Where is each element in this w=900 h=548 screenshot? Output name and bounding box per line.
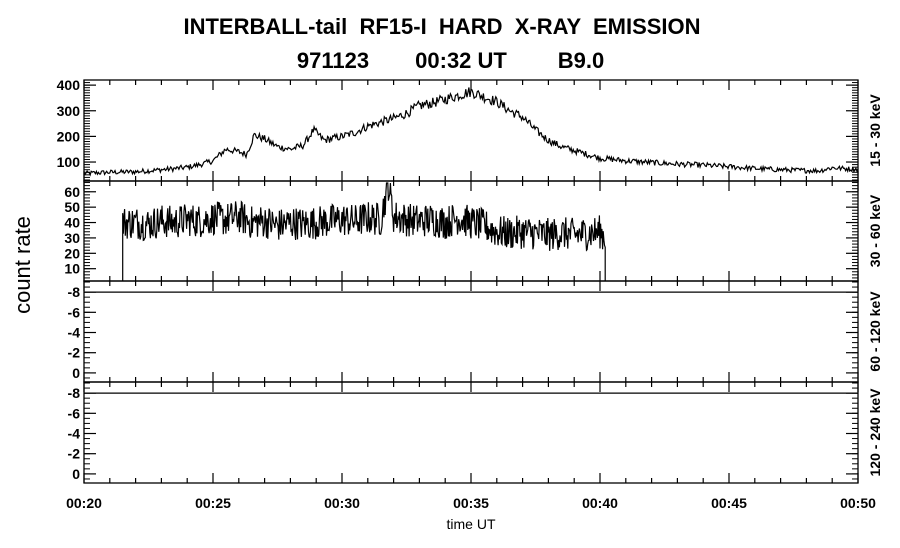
x-tick-label: 00:50 — [840, 495, 876, 511]
y-tick-label: 300 — [57, 103, 81, 119]
panel-1: 100 200 300 400 15 - 30 keV — [57, 77, 883, 182]
x-tick-label: 00:25 — [195, 495, 231, 511]
y-tick-label: -4 — [68, 325, 81, 341]
data-series-line — [83, 87, 859, 177]
y-tick-label: 0 — [72, 466, 80, 482]
subtitle-time: 00:32 UT — [415, 48, 507, 73]
panel-frame — [83, 280, 859, 383]
y-tick-label: 60 — [64, 184, 80, 200]
panel-frame — [83, 381, 859, 484]
y-tick-label: 40 — [64, 215, 80, 231]
y-tick-label: 30 — [64, 230, 80, 246]
x-tick-label: 00:35 — [453, 495, 489, 511]
y-tick-label: -8 — [68, 385, 81, 401]
x-tick-label: 00:20 — [66, 495, 102, 511]
y-tick-label: 0 — [72, 365, 80, 381]
chart-subtitle: 971123 00:32 UT B9.0 — [297, 48, 604, 73]
chart-title: INTERBALL-tail RF15-I HARD X-RAY EMISSIO… — [183, 14, 700, 39]
x-axis-label: time UT — [447, 516, 496, 532]
y-tick-label: -4 — [68, 426, 81, 442]
y-tick-label: 100 — [57, 154, 81, 170]
y-tick-label: -6 — [68, 405, 81, 421]
x-tick-label: 00:40 — [582, 495, 618, 511]
panel-4: -8 -6 -4 -2 0 120 - 240 keV — [68, 381, 883, 484]
panel-energy-label: 15 - 30 keV — [867, 94, 883, 167]
y-axis-label: count rate — [10, 216, 35, 314]
data-series-line — [122, 182, 606, 281]
y-tick-label: 400 — [57, 77, 81, 93]
x-tick-label: 00:45 — [711, 495, 747, 511]
panel-energy-label: 60 - 120 keV — [867, 291, 883, 372]
panel-energy-label: 120 - 240 keV — [867, 388, 883, 477]
y-tick-label: -2 — [68, 446, 81, 462]
y-tick-label: 10 — [64, 261, 80, 277]
subtitle-date: 971123 — [297, 48, 369, 73]
y-tick-label: 200 — [57, 128, 81, 144]
y-tick-label: -2 — [68, 345, 81, 361]
y-tick-label: -8 — [68, 284, 81, 300]
x-tick-label: 00:30 — [324, 495, 360, 511]
y-tick-label: 20 — [64, 245, 80, 261]
y-tick-label: -6 — [68, 304, 81, 320]
subtitle-class: B9.0 — [558, 48, 604, 73]
y-tick-label: 50 — [64, 199, 80, 215]
panel-3: -8 -6 -4 -2 0 60 - 120 keV — [68, 280, 883, 383]
panel-energy-label: 30 - 60 keV — [867, 194, 883, 267]
panel-frame — [83, 79, 859, 182]
